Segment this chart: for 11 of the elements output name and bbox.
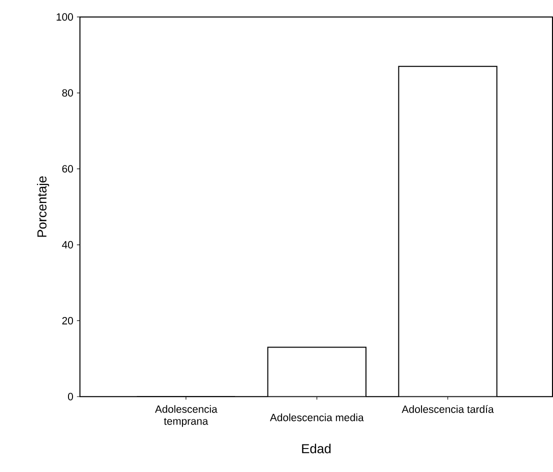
y-tick-label: 80 xyxy=(62,89,73,97)
x-tick-label: Adolescencia temprana xyxy=(155,405,218,428)
y-tick-label: 0 xyxy=(68,393,73,401)
x-axis-title: Edad xyxy=(302,444,331,454)
y-tick-label: 60 xyxy=(62,165,73,173)
y-tick-label: 100 xyxy=(56,13,73,21)
x-tick-label: Adolescencia media xyxy=(270,414,364,422)
y-tick-label: 40 xyxy=(62,241,73,249)
y-axis-title: Porcentaje xyxy=(36,176,50,238)
x-tick-label: Adolescencia tardía xyxy=(402,405,494,414)
y-tick-label: 20 xyxy=(62,317,73,325)
